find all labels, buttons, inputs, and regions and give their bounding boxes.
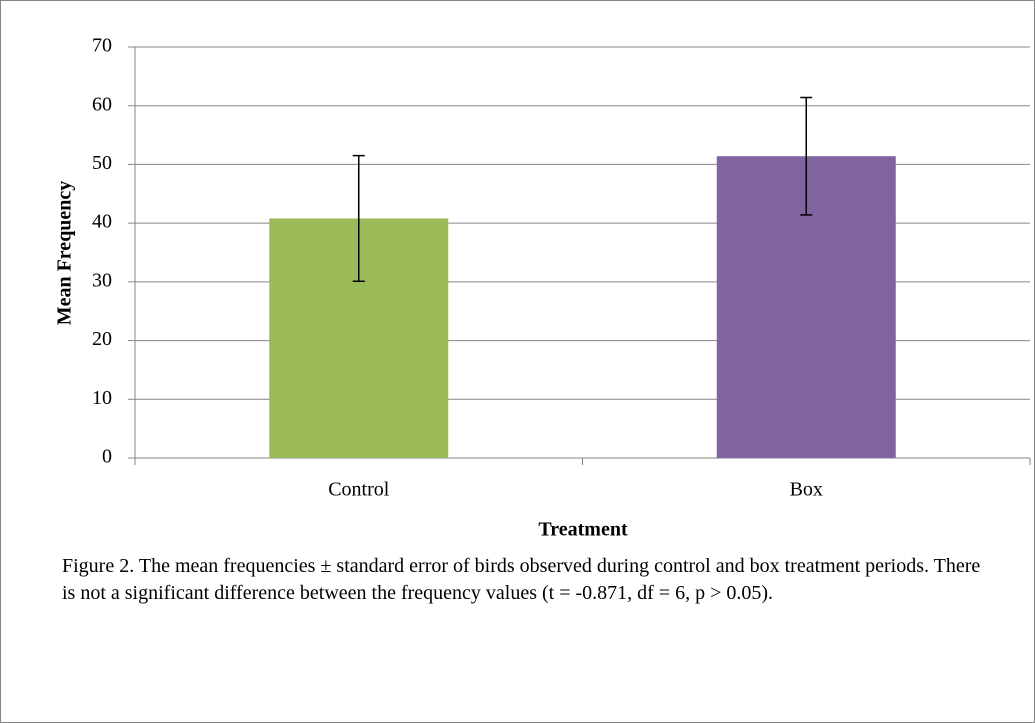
x-axis-title: Treatment [538, 519, 628, 540]
y-tick-label: 70 [92, 35, 112, 57]
chart: Treatment Mean Frequency 0 10 20 30 40 50 60 70… [54, 35, 1031, 540]
y-tick-label: 40 [92, 211, 112, 233]
y-tick-label: 20 [92, 328, 112, 350]
caption: Figure 2. The mean frequencies ± standar… [62, 555, 981, 604]
y-tick-label: 60 [92, 93, 112, 115]
x-tick-label: Control [328, 479, 390, 501]
y-tick-label: 0 [102, 446, 112, 468]
y-tick-label: 30 [92, 269, 112, 291]
y-tick-label: 10 [92, 387, 112, 409]
x-tick-label: Box [790, 479, 823, 501]
y-tick-label: 50 [92, 152, 112, 174]
y-axis-title: Mean Frequency [54, 181, 76, 326]
